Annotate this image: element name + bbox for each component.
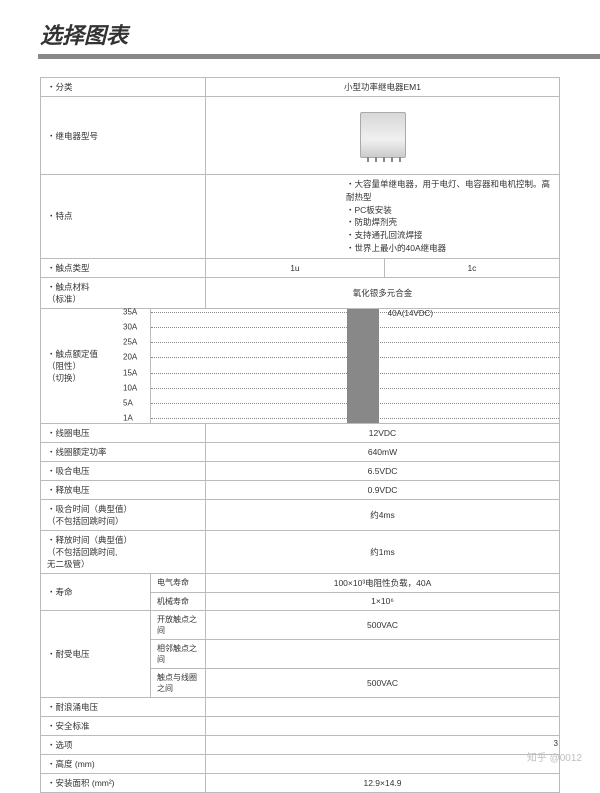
y-tick-label: 15A: [123, 368, 137, 377]
label-surge: ・耐浪涌电压: [41, 697, 206, 716]
title-underline: [38, 54, 600, 59]
label-release-time: ・释放时间（典型值）（不包括回跳时间,无二极管）: [41, 530, 206, 573]
value-contact-type-a: 1u: [206, 258, 385, 277]
row-contact-material: ・触点材料（标准） 氧化银多元合金: [41, 277, 560, 308]
value-electrical-life: 100×10³电阻性负载，40A: [206, 573, 560, 592]
label-safety: ・安全标准: [41, 716, 206, 735]
label-features: ・特点: [41, 175, 206, 259]
value-release-time: 约1ms: [206, 530, 560, 573]
y-tick-label: 5A: [123, 398, 133, 407]
value-safety: [206, 716, 560, 735]
value-adjacent-contacts: [206, 639, 560, 668]
watermark: 知乎 @0012: [527, 749, 582, 764]
rating-chart: 35A30A25A20A15A10A5A1A40A(14VDC): [151, 309, 559, 423]
spec-table: ・分类 小型功率继电器EM1 ・继电器型号 ・特点 ・大容量单继电器，用于电灯、…: [40, 77, 560, 793]
label-coil-voltage: ・线圈电压: [41, 423, 206, 442]
value-surge: [206, 697, 560, 716]
y-tick-label: 30A: [123, 323, 137, 332]
value-model-image: [206, 97, 560, 175]
label-adjacent-contacts: 相邻触点之间: [151, 639, 206, 668]
row-model: ・继电器型号: [41, 97, 560, 175]
page-number: 3: [554, 739, 558, 748]
relay-icon: [360, 112, 406, 158]
label-withstand: ・耐受电压: [41, 610, 151, 697]
label-option: ・选项: [41, 735, 206, 754]
label-height: ・高度 (mm): [41, 754, 206, 773]
label-open-contacts: 开放触点之间: [151, 610, 206, 639]
y-tick-label: 20A: [123, 353, 137, 362]
row-rating: ・触点额定值（阻性）（切换） 35A30A25A20A15A10A5A1A40A…: [41, 308, 560, 423]
label-model: ・继电器型号: [41, 97, 206, 175]
label-contact-type: ・触点类型: [41, 258, 206, 277]
value-height: [206, 754, 560, 773]
y-tick-label: 25A: [123, 338, 137, 347]
label-coil-contact: 触点与线圈之间: [151, 668, 206, 697]
y-tick-label: 35A: [123, 307, 137, 316]
value-coil-voltage: 12VDC: [206, 423, 560, 442]
value-pickup-voltage: 6.5VDC: [206, 461, 560, 480]
row-category: ・分类 小型功率继电器EM1: [41, 78, 560, 97]
rating-bar: [347, 309, 380, 423]
value-category: 小型功率继电器EM1: [206, 78, 560, 97]
label-coil-power: ・线圈额定功率: [41, 442, 206, 461]
value-coil-power: 640mW: [206, 442, 560, 461]
value-release-voltage: 0.9VDC: [206, 480, 560, 499]
value-open-contacts: 500VAC: [206, 610, 560, 639]
value-option: [206, 735, 560, 754]
page-title: 选择图表: [0, 0, 600, 54]
rating-chart-cell: ・触点额定值（阻性）（切换） 35A30A25A20A15A10A5A1A40A…: [41, 308, 560, 423]
value-contact-type-b: 1c: [384, 258, 559, 277]
value-features: ・大容量单继电器，用于电灯、电容器和电机控制。高耐热型・PC板安装・防助焊剂壳・…: [206, 175, 560, 259]
row-features: ・特点 ・大容量单继电器，用于电灯、电容器和电机控制。高耐热型・PC板安装・防助…: [41, 175, 560, 259]
label-mechanical-life: 机械寿命: [151, 592, 206, 610]
label-pickup-voltage: ・吸合电压: [41, 461, 206, 480]
value-contact-material: 氧化银多元合金: [206, 277, 560, 308]
label-category: ・分类: [41, 78, 206, 97]
value-mechanical-life: 1×10⁶: [206, 592, 560, 610]
y-tick-label: 1A: [123, 413, 133, 422]
y-tick-label: 10A: [123, 383, 137, 392]
label-contact-material: ・触点材料（标准）: [41, 277, 206, 308]
value-coil-contact: 500VAC: [206, 668, 560, 697]
rating-bar-label: 40A(14VDC): [388, 309, 433, 318]
label-release-voltage: ・释放电压: [41, 480, 206, 499]
label-electrical-life: 电气寿命: [151, 573, 206, 592]
row-contact-type: ・触点类型 1u 1c: [41, 258, 560, 277]
value-operate-time: 约4ms: [206, 499, 560, 530]
label-life: ・寿命: [41, 573, 151, 610]
label-operate-time: ・吸合时间（典型值）（不包括回跳时间）: [41, 499, 206, 530]
